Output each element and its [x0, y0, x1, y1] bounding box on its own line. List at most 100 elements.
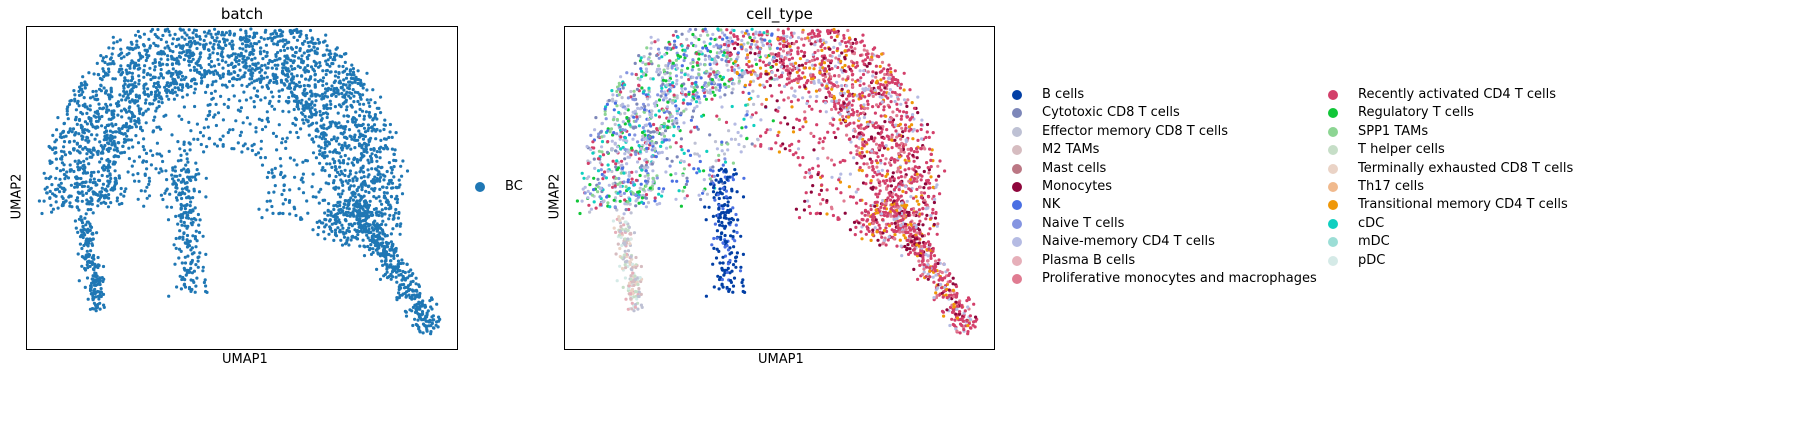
- data-point: [311, 172, 315, 176]
- data-point: [350, 63, 354, 67]
- data-point: [300, 98, 304, 102]
- data-point: [151, 153, 155, 157]
- data-point: [262, 76, 266, 80]
- data-point: [727, 84, 731, 89]
- data-point: [351, 193, 355, 197]
- data-point: [214, 79, 218, 83]
- data-point: [308, 108, 312, 112]
- data-point: [207, 113, 211, 117]
- data-point: [239, 51, 243, 55]
- data-point: [606, 163, 610, 167]
- data-point: [349, 76, 353, 80]
- data-point: [845, 133, 849, 137]
- data-point: [187, 55, 191, 59]
- data-point: [208, 55, 212, 60]
- data-point: [729, 137, 734, 141]
- data-point: [337, 218, 341, 222]
- data-point: [321, 69, 325, 73]
- data-point: [336, 111, 340, 115]
- data-point: [336, 75, 340, 79]
- data-point: [358, 114, 362, 118]
- data-point: [356, 138, 360, 142]
- data-point: [833, 64, 838, 68]
- data-point: [93, 292, 97, 296]
- data-point: [313, 103, 317, 107]
- data-point: [196, 255, 200, 260]
- data-point: [915, 199, 919, 203]
- data-point: [333, 105, 337, 109]
- data-point: [797, 36, 801, 40]
- data-point: [341, 183, 345, 187]
- data-point: [346, 86, 350, 90]
- data-point: [68, 201, 72, 205]
- data-point: [375, 247, 379, 251]
- data-point: [281, 30, 285, 34]
- data-point: [879, 88, 883, 92]
- data-point: [291, 54, 295, 58]
- data-point: [811, 184, 815, 188]
- data-point: [86, 107, 90, 111]
- data-point: [213, 113, 217, 117]
- data-point: [401, 261, 405, 265]
- data-point: [835, 80, 839, 84]
- data-point: [130, 42, 134, 46]
- data-point: [189, 84, 193, 89]
- data-point: [76, 162, 80, 166]
- data-point: [839, 104, 843, 108]
- data-point: [166, 27, 170, 31]
- data-point: [250, 81, 254, 85]
- data-point: [355, 217, 359, 222]
- data-point: [109, 86, 113, 90]
- data-point: [355, 237, 359, 241]
- data-point: [722, 152, 727, 156]
- data-point: [903, 123, 908, 127]
- data-point: [798, 127, 802, 132]
- data-point: [331, 58, 335, 62]
- data-point: [310, 185, 314, 189]
- data-point: [764, 54, 768, 58]
- data-point: [841, 114, 845, 119]
- data-point: [358, 202, 362, 206]
- data-point: [922, 169, 926, 174]
- data-point: [610, 89, 614, 93]
- data-point: [846, 77, 850, 81]
- data-point: [759, 134, 763, 138]
- data-point: [600, 145, 604, 149]
- data-point: [182, 58, 186, 62]
- data-point: [273, 29, 277, 33]
- data-point: [139, 189, 143, 193]
- data-point: [153, 65, 157, 69]
- data-point: [135, 119, 139, 124]
- data-point: [807, 168, 811, 172]
- data-point: [730, 104, 734, 109]
- data-point: [124, 68, 128, 72]
- data-point: [196, 60, 200, 64]
- data-point: [746, 32, 751, 36]
- data-point: [243, 71, 247, 75]
- data-point: [157, 61, 162, 65]
- data-point: [720, 142, 724, 146]
- data-point: [222, 40, 227, 44]
- data-point: [277, 123, 281, 127]
- data-point: [378, 277, 383, 281]
- data-point: [332, 149, 336, 153]
- data-point: [824, 40, 828, 44]
- data-point: [228, 29, 232, 33]
- data-point: [330, 61, 334, 66]
- data-point: [210, 97, 214, 101]
- data-point: [929, 165, 933, 169]
- data-point: [864, 202, 868, 206]
- data-point: [187, 40, 191, 44]
- data-point: [924, 135, 928, 140]
- data-point: [660, 189, 665, 194]
- data-point: [390, 135, 394, 139]
- data-point: [190, 217, 194, 221]
- data-point: [144, 121, 148, 125]
- data-point: [428, 299, 432, 303]
- data-point: [827, 90, 831, 94]
- data-point: [358, 170, 362, 174]
- data-point: [107, 149, 111, 153]
- data-point: [110, 95, 114, 99]
- data-point: [228, 42, 232, 46]
- data-point: [202, 280, 206, 285]
